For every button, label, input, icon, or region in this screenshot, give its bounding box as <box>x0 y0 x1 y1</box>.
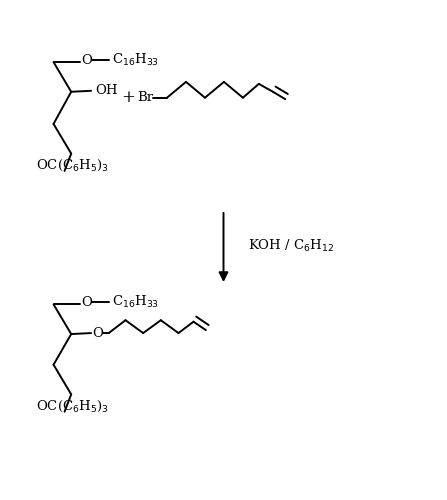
Text: O: O <box>81 296 92 309</box>
Text: +: + <box>122 89 135 106</box>
Text: C$_{16}$H$_{33}$: C$_{16}$H$_{33}$ <box>112 52 160 68</box>
Text: O: O <box>92 326 103 340</box>
Text: C$_{16}$H$_{33}$: C$_{16}$H$_{33}$ <box>112 294 160 310</box>
Text: O: O <box>81 54 92 66</box>
Text: OC(C$_6$H$_5$)$_3$: OC(C$_6$H$_5$)$_3$ <box>36 158 109 172</box>
Text: OC(C$_6$H$_5$)$_3$: OC(C$_6$H$_5$)$_3$ <box>36 399 109 414</box>
Text: Br: Br <box>137 91 153 104</box>
Text: KOH / C$_6$H$_{12}$: KOH / C$_6$H$_{12}$ <box>248 238 334 254</box>
Text: OH: OH <box>96 84 118 98</box>
